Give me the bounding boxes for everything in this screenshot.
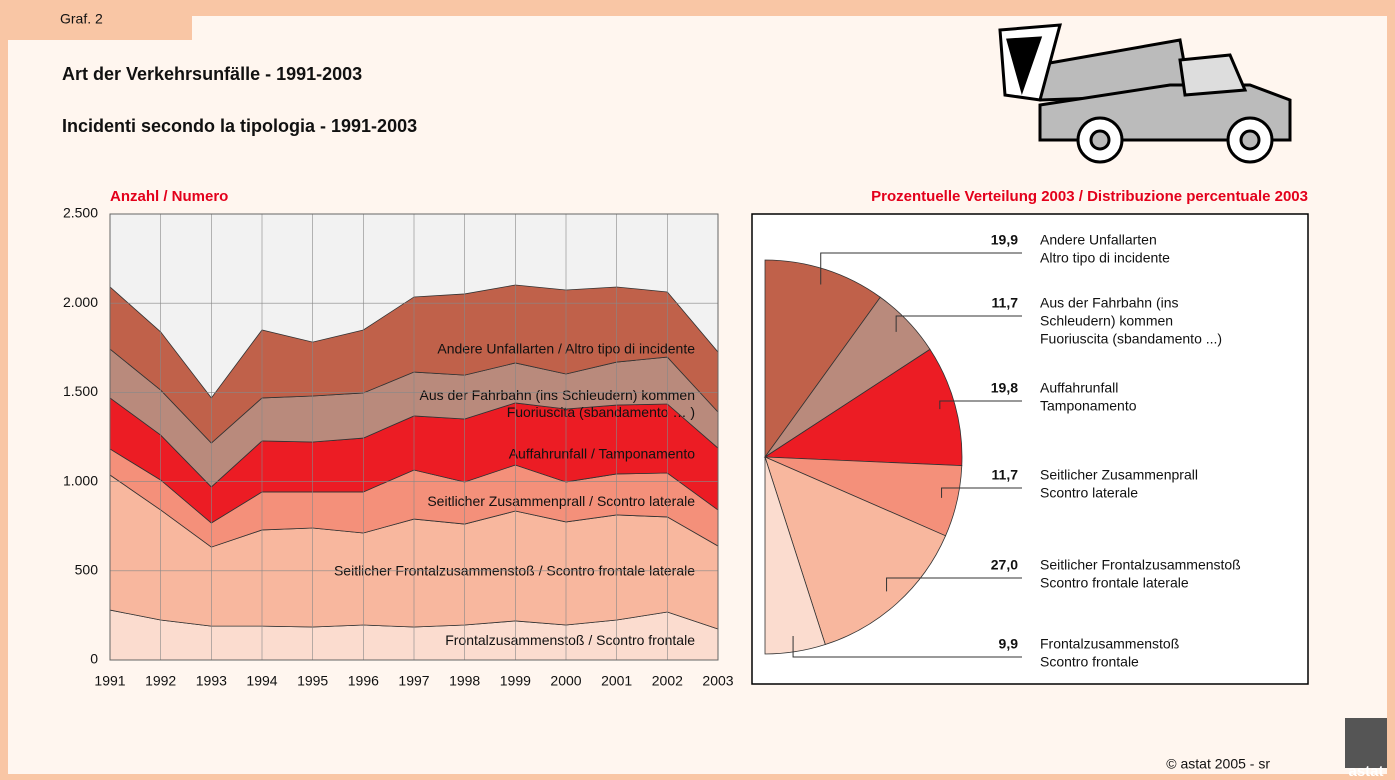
slice-label: Scontro frontale: [1040, 654, 1139, 670]
slice-label: Seitlicher Frontalzusammenstoß: [1040, 557, 1241, 573]
pie-slice: [764, 456, 947, 646]
y-tick-label: 2.000: [63, 294, 98, 310]
x-tick-label: 2002: [652, 673, 683, 689]
x-tick-label: 2000: [550, 673, 581, 689]
slice-label: Fuoriuscita (sbandamento ...): [1040, 331, 1222, 347]
x-tick-label: 1999: [500, 673, 531, 689]
series-label: Auffahrunfall / Tamponamento: [509, 446, 695, 462]
value-label: 11,7: [992, 467, 1019, 483]
leader-line: [895, 315, 1022, 332]
x-tick-label: 2003: [702, 673, 733, 689]
series-label: Seitlicher Zusammenprall / Scontro later…: [427, 493, 695, 509]
chart-title: Prozentuelle Verteilung 2003 / Distribuz…: [871, 188, 1308, 205]
truck-illustration: [998, 23, 1292, 164]
value-label: 9,9: [999, 636, 1019, 652]
leader-line: [792, 636, 1022, 658]
x-tick-label: 1993: [196, 673, 227, 689]
tab-label: Graf. 2: [60, 11, 103, 27]
slice-label: Tamponamento: [1040, 398, 1137, 414]
x-tick-label: 1998: [449, 673, 480, 689]
x-tick-label: 1992: [145, 673, 176, 689]
x-tick-label: 2001: [601, 673, 632, 689]
value-label: 19,9: [991, 232, 1018, 248]
x-tick-label: 1997: [398, 673, 429, 689]
plot-border: [109, 213, 719, 661]
y-tick-label: 500: [75, 562, 99, 578]
value-label: 19,8: [991, 380, 1018, 396]
x-tick-label: 1996: [348, 673, 379, 689]
slice-label: Altro tipo di incidente: [1040, 250, 1170, 266]
leader-line: [941, 487, 1022, 498]
pie-slice: [764, 259, 881, 459]
copyright: © astat 2005 - sr: [1166, 756, 1270, 772]
x-tick-label: 1995: [297, 673, 328, 689]
value-label: 11,7: [992, 295, 1019, 311]
pie-slice: [764, 456, 826, 655]
slice-label: Aus der Fahrbahn (ins: [1040, 295, 1179, 311]
leader-line: [886, 577, 1022, 592]
series-label: Aus der Fahrbahn (ins Schleudern) kommen: [420, 387, 695, 403]
slice-label: Auffahrunfall: [1040, 380, 1118, 396]
x-tick-label: 1991: [94, 673, 125, 689]
leader-line: [939, 400, 1022, 410]
series-label: Frontalzusammenstoß / Scontro frontale: [445, 632, 695, 648]
y-tick-label: 1.000: [63, 472, 98, 488]
y-tick-label: 0: [90, 651, 98, 667]
title: Art der Verkehrsunfälle - 1991-2003: [62, 64, 362, 84]
y-tick-label: 2.500: [63, 205, 98, 221]
slice-label: Frontalzusammenstoß: [1040, 636, 1179, 652]
y-tick-label: 1.500: [63, 383, 98, 399]
x-tick-label: 1994: [246, 673, 277, 689]
slice-label: Schleudern) kommen: [1040, 313, 1173, 329]
slice-label: Scontro laterale: [1040, 485, 1138, 501]
logo-mark: [1345, 718, 1387, 768]
slice-label: Seitlicher Zusammenprall: [1040, 467, 1198, 483]
slice-label: Scontro frontale laterale: [1040, 575, 1189, 591]
value-label: 27,0: [991, 557, 1018, 573]
series-label: Fuoriuscita (sbandamento … ): [507, 404, 695, 420]
tab: [0, 0, 192, 40]
subtitle: Incidenti secondo la tipologia - 1991-20…: [62, 116, 417, 136]
slice-label: Andere Unfallarten: [1040, 232, 1157, 248]
pie-slice: [763, 348, 963, 467]
leader-line: [820, 252, 1022, 285]
chart-title: Anzahl / Numero: [110, 188, 228, 205]
logo: astat: [1348, 763, 1383, 780]
